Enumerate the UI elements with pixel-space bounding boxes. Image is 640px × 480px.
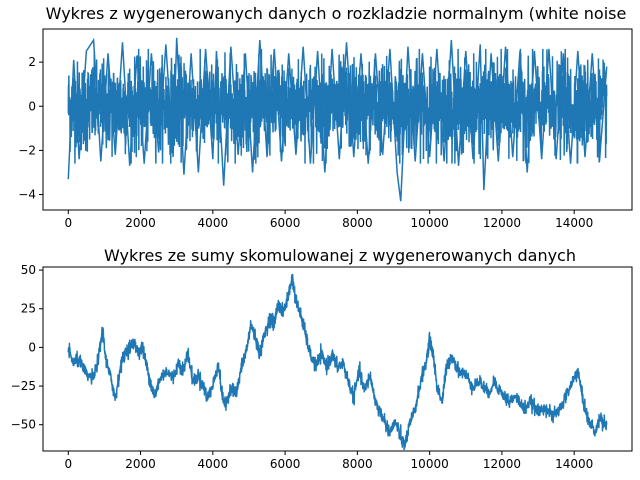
x-tick-label: 14000: [555, 216, 593, 230]
x-tick-label: 12000: [483, 216, 521, 230]
y-tick-label: 50: [21, 263, 36, 277]
x-tick-label: 6000: [270, 216, 301, 230]
x-tick-label: 2000: [125, 457, 156, 471]
y-tick-label: 25: [21, 302, 36, 316]
x-tick-label: 0: [64, 457, 72, 471]
y-tick-label: −25: [11, 379, 36, 393]
chart-cumulative-sum: Wykres ze sumy skomulowanej z wygenerowa…: [11, 246, 633, 471]
y-tick-label: 0: [28, 340, 36, 354]
y-tick-label: −4: [18, 188, 36, 202]
y-tick-label: 2: [28, 55, 36, 69]
chart-title: Wykres ze sumy skomulowanej z wygenerowa…: [104, 246, 576, 265]
y-tick-label: 0: [28, 99, 36, 113]
series-line: [67, 37, 608, 202]
chart-title: Wykres z wygenerowanych danych o rozklad…: [46, 4, 627, 23]
x-tick-label: 6000: [270, 457, 301, 471]
plot-frame: [42, 266, 633, 452]
x-tick-label: 14000: [555, 457, 593, 471]
y-tick-label: −2: [18, 143, 36, 157]
x-tick-label: 8000: [342, 457, 373, 471]
x-tick-label: 4000: [198, 216, 229, 230]
x-tick-label: 8000: [342, 216, 373, 230]
x-tick-label: 12000: [483, 457, 521, 471]
x-tick-label: 0: [64, 216, 72, 230]
chart-white-noise: Wykres z wygenerowanych danych o rozklad…: [18, 4, 633, 230]
series-line: [67, 273, 608, 451]
y-tick-label: −50: [11, 418, 36, 432]
plot-frame: [42, 28, 633, 211]
x-tick-label: 4000: [198, 457, 229, 471]
x-tick-label: 2000: [125, 216, 156, 230]
x-tick-label: 10000: [411, 216, 449, 230]
x-tick-label: 10000: [411, 457, 449, 471]
